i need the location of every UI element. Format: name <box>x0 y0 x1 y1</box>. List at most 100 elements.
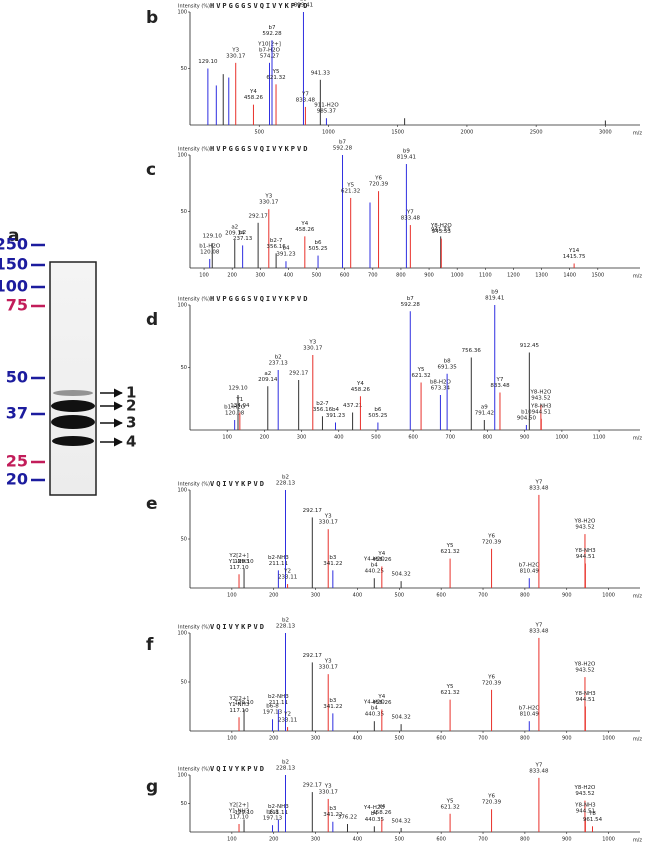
sequence: VQIVYKPVD <box>210 765 266 773</box>
marker-label: 75 <box>6 296 28 315</box>
peak-label: Y5 <box>446 543 454 549</box>
peak-label: b3 <box>329 698 336 704</box>
peak-label: 904.50 <box>517 416 537 422</box>
peak-label: 912.45 <box>520 343 540 349</box>
peak-label: Y2[2+] <box>228 803 248 809</box>
peak-label: b9 <box>403 149 410 155</box>
peak-label: Y3 <box>231 47 239 53</box>
peak-label: b4 <box>282 246 289 252</box>
peak-label: 458.26 <box>295 227 315 233</box>
peak-label: Y4-H2O <box>363 805 385 811</box>
peak-label: b7-H2O <box>519 706 541 712</box>
peak-label: 592.28 <box>401 302 421 308</box>
y-tick-label: 50 <box>181 537 187 543</box>
x-tick-label: 1000 <box>556 435 569 441</box>
peak-label: 592.28 <box>333 146 353 152</box>
y-tick-label: 50 <box>181 365 187 371</box>
peak-label: 621.32 <box>440 804 459 810</box>
peak-label: Y2 <box>283 712 291 718</box>
peak-label: Y2[2+] <box>228 696 248 702</box>
band-label: 3 <box>126 414 136 432</box>
peak-label: 720.39 <box>369 182 389 188</box>
peak-label: 330.17 <box>319 520 339 526</box>
peak-label: Y7 <box>406 210 414 216</box>
x-tick-label: 100 <box>227 736 237 742</box>
peak-label: 621.32 <box>266 75 285 81</box>
peak-label: a2 <box>264 371 271 377</box>
peak-label: Y4-H2O <box>363 557 385 563</box>
x-tick-label: 900 <box>520 435 530 441</box>
peak-label: 944.51 <box>576 808 595 814</box>
peak-label: 233.11 <box>278 718 297 724</box>
panel-label: a <box>8 226 19 246</box>
x-tick-label: 800 <box>520 837 530 843</box>
x-axis-title: m/z <box>633 838 643 844</box>
x-tick-label: 600 <box>408 435 418 441</box>
x-tick-label: 300 <box>311 593 321 599</box>
x-tick-label: 900 <box>562 837 572 843</box>
peak-label: Y8-NH3 <box>530 403 552 409</box>
marker-label: 250 <box>0 235 28 254</box>
peak-label: 691.35 <box>437 364 457 370</box>
x-tick-label: 500 <box>254 130 264 136</box>
peak-label: 129.10 <box>234 810 254 816</box>
y-tick-label: 100 <box>177 631 187 637</box>
peak-label: 985.37 <box>317 109 337 115</box>
x-tick-label: 800 <box>520 736 530 742</box>
peak-label: Y3 <box>264 194 272 200</box>
peak-label: Y7 <box>534 622 542 628</box>
peak-label: 458.26 <box>372 557 392 563</box>
peak-label: Y1-NH3 <box>228 559 250 565</box>
peak-label: 458.26 <box>244 95 264 101</box>
x-tick-label: 100 <box>199 273 209 279</box>
x-tick-label: 600 <box>436 837 446 843</box>
peak-label: 120.08 <box>225 411 245 417</box>
peak-label: b4 <box>371 563 378 569</box>
peak-label: 621.32 <box>341 188 360 194</box>
x-tick-label: 200 <box>269 736 279 742</box>
band-label: 4 <box>126 433 136 451</box>
band-label: 1 <box>126 384 136 402</box>
peak-label: b2 <box>282 618 289 624</box>
peak-label: 833.48 <box>490 383 510 389</box>
y-axis-title: Intensity (%) <box>178 482 210 488</box>
x-axis-title: m/z <box>633 436 643 442</box>
x-tick-label: 500 <box>395 593 405 599</box>
peak-label: 621.32 <box>440 690 459 696</box>
x-tick-label: 400 <box>353 837 363 843</box>
peak-label: 117.10 <box>229 708 249 714</box>
x-tick-label: 400 <box>353 736 363 742</box>
marker-label: 25 <box>6 452 28 471</box>
y-tick-label: 100 <box>177 303 187 309</box>
peak-label: Y2[2+] <box>228 553 248 559</box>
peak-label: Y8-H2O <box>574 519 596 525</box>
peak-label: b10 <box>521 410 532 416</box>
peak-label: 134.04 <box>230 403 250 409</box>
marker-label: 20 <box>6 470 28 489</box>
peak-label: b2-NH3 <box>268 694 289 700</box>
peak-label: b4 <box>371 811 378 817</box>
peak-label: 292.17 <box>289 371 309 377</box>
peak-label: 330.17 <box>319 789 339 795</box>
peak-label: 437.21 <box>343 403 362 409</box>
sequence: HVPGGGSVQIVYKPVD <box>210 295 309 303</box>
x-tick-label: 200 <box>227 273 237 279</box>
peak-label: 330.17 <box>259 200 279 206</box>
peak-label: 209.14 <box>225 230 245 236</box>
x-tick-label: 300 <box>311 837 321 843</box>
peak-label: 911-H2O <box>314 103 339 109</box>
peak-label: Y5 <box>417 367 425 373</box>
peak-label: Y3 <box>324 659 332 665</box>
peak-label: 943.52 <box>575 668 594 674</box>
peak-label: 356.16 <box>313 407 333 413</box>
y-tick-label: 100 <box>177 488 187 494</box>
x-tick-label: 900 <box>424 273 434 279</box>
peak-label: 961.54 <box>583 817 603 823</box>
peak-label: Y10[2+] <box>257 41 281 47</box>
peak-label: 129.10 <box>234 700 254 706</box>
peak-label: b2 <box>282 760 289 766</box>
peak-label: b2-NH3 <box>268 804 289 810</box>
peak-label: b8 <box>444 358 451 364</box>
panel-label: b <box>146 8 158 28</box>
